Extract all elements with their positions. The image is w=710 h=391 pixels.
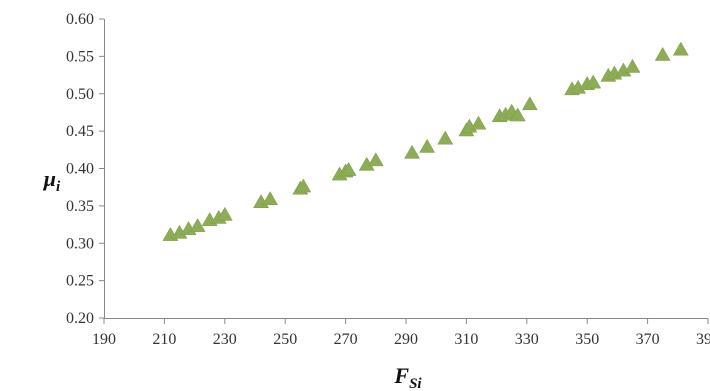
data-point	[585, 74, 602, 89]
x-tick-label: 270	[334, 331, 358, 348]
data-point	[672, 41, 689, 56]
y-tick-label: 0.25	[66, 273, 94, 290]
y-tick-label: 0.40	[66, 161, 94, 178]
data-point	[367, 152, 384, 167]
x-tick-label: 330	[515, 331, 539, 348]
data-point	[509, 107, 526, 122]
data-point	[404, 144, 420, 159]
y-tick-label: 0.50	[66, 86, 94, 103]
data-point	[295, 178, 312, 193]
y-tick-label: 0.55	[66, 48, 94, 65]
x-tick-label: 370	[636, 331, 660, 348]
data-points	[162, 41, 689, 241]
y-tick-label: 0.30	[66, 235, 94, 252]
x-axis-title-main: F	[393, 363, 409, 388]
x-tick-label: 230	[213, 331, 237, 348]
data-point	[262, 191, 279, 206]
data-point	[654, 46, 671, 61]
data-point	[216, 206, 233, 221]
axes	[104, 19, 708, 319]
data-point	[340, 161, 357, 176]
y-tick-label: 0.20	[66, 310, 94, 327]
y-axis-title-main: μ	[43, 166, 56, 191]
y-tick-label: 0.35	[66, 198, 94, 215]
data-point	[419, 138, 436, 153]
data-point	[437, 130, 454, 145]
y-axis-title: μi	[43, 166, 61, 195]
y-axis-title-sub: i	[56, 179, 61, 195]
x-ticks: 190 210 230 250 270 290 310 330 350 370 390	[92, 318, 710, 348]
y-ticks: 0.20 0.25 0.30 0.35 0.40 0.45 0.50 0.55 0.60	[66, 11, 104, 327]
data-point	[624, 58, 641, 73]
x-tick-label: 190	[92, 331, 116, 348]
x-tick-label: 290	[394, 331, 418, 348]
y-tick-label: 0.60	[66, 11, 94, 28]
y-tick-label: 0.45	[66, 123, 94, 140]
x-axis-title-sub: Si	[409, 376, 422, 391]
x-tick-label: 210	[152, 331, 176, 348]
x-tick-label: 250	[273, 331, 297, 348]
data-point	[470, 115, 487, 130]
x-tick-label: 350	[575, 331, 599, 348]
x-tick-label: 390	[696, 331, 710, 348]
x-tick-label: 310	[454, 331, 478, 348]
x-axis-title: FSi	[393, 363, 422, 391]
data-point	[189, 218, 206, 232]
data-point	[521, 96, 538, 111]
